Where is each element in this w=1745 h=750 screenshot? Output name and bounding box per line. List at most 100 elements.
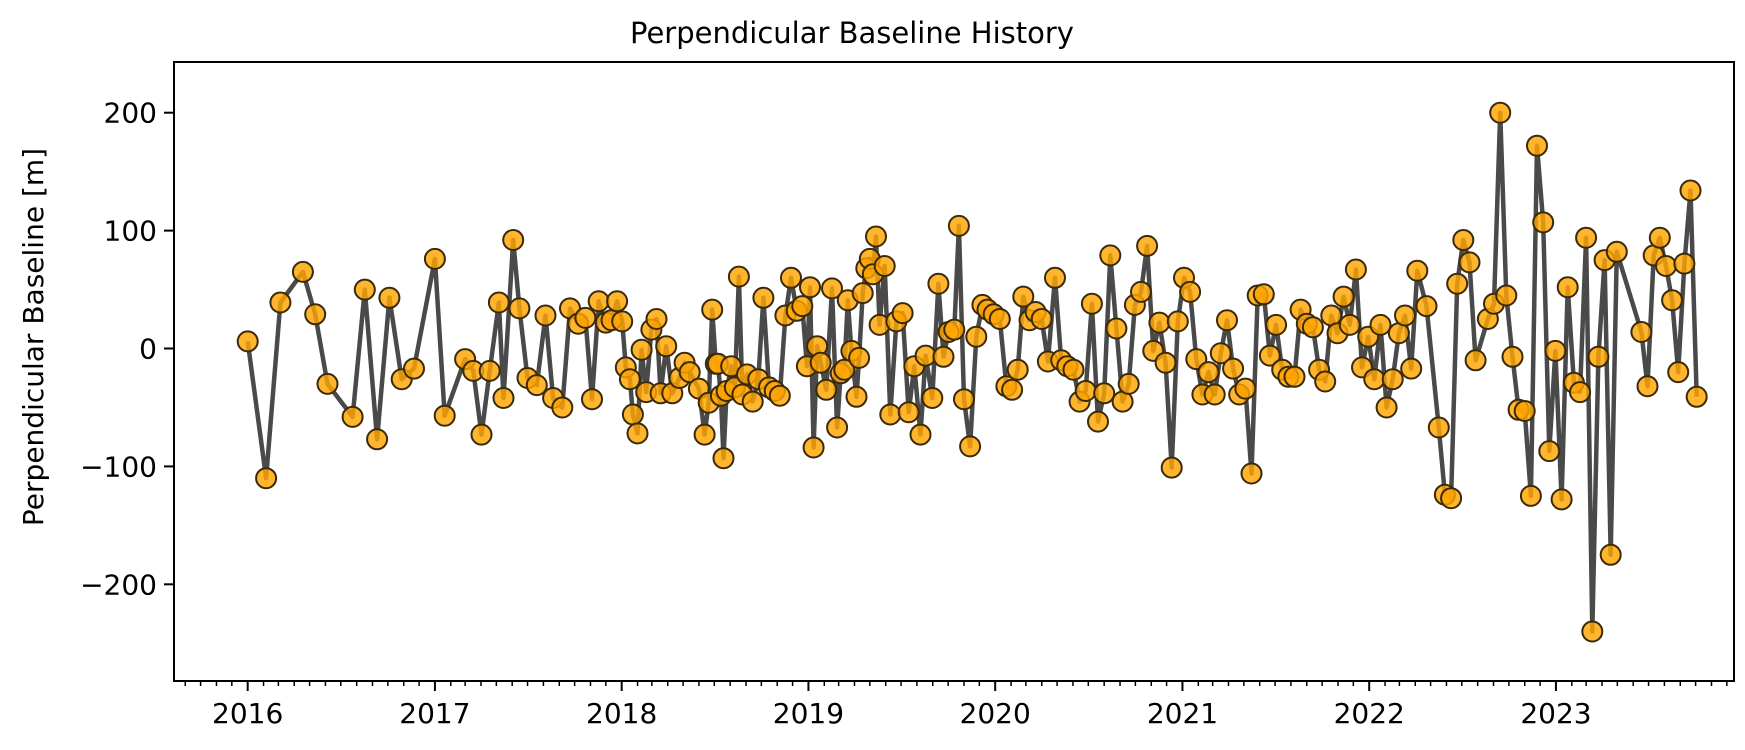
data-point xyxy=(1526,134,1548,157)
data-point xyxy=(525,374,548,397)
data-point xyxy=(780,266,802,289)
data-point xyxy=(1550,488,1573,511)
data-point xyxy=(574,306,597,329)
data-point xyxy=(581,388,603,411)
data-point xyxy=(236,330,259,353)
data-point xyxy=(1001,378,1024,401)
data-point xyxy=(1012,285,1035,308)
data-point xyxy=(1203,383,1226,406)
data-point xyxy=(1679,179,1702,202)
data-point xyxy=(851,282,874,305)
data-point xyxy=(316,372,339,395)
data-point xyxy=(1369,313,1392,336)
y-tick-label: −100 xyxy=(80,450,157,483)
data-point xyxy=(1605,240,1628,263)
data-point xyxy=(826,416,849,439)
data-point xyxy=(1667,361,1690,384)
data-point xyxy=(366,428,389,451)
data-point xyxy=(1440,487,1463,510)
data-point xyxy=(1074,380,1097,402)
data-point xyxy=(470,423,493,446)
x-tick-label: 2018 xyxy=(586,697,657,730)
data-point xyxy=(921,387,944,409)
data-point xyxy=(848,346,871,369)
data-point xyxy=(433,404,456,427)
data-point xyxy=(1544,339,1567,362)
data-point xyxy=(873,255,896,277)
data-point xyxy=(1258,344,1281,367)
data-point xyxy=(701,298,724,321)
x-axis: 2016 2017 2018 2019 2020 2021 2022 2023 xyxy=(184,681,1728,730)
data-point xyxy=(1599,543,1622,566)
data-point xyxy=(487,291,510,314)
data-point xyxy=(606,290,629,313)
data-point xyxy=(845,385,868,408)
data-point xyxy=(1344,258,1367,281)
data-point xyxy=(1197,361,1220,384)
data-point xyxy=(1673,252,1696,275)
data-point xyxy=(1338,313,1361,336)
data-point xyxy=(1044,266,1066,289)
data-point xyxy=(1105,317,1128,340)
data-point xyxy=(1030,308,1053,330)
data-point xyxy=(988,308,1011,330)
data-point xyxy=(403,357,425,380)
data-point xyxy=(909,423,932,446)
data-point xyxy=(304,303,327,326)
data-point xyxy=(879,403,902,426)
data-point xyxy=(741,390,764,413)
data-point xyxy=(1513,400,1536,422)
data-point xyxy=(932,345,955,368)
data-point xyxy=(645,308,668,330)
data-point xyxy=(626,422,649,445)
data-point xyxy=(1093,382,1116,405)
data-point xyxy=(1446,272,1469,295)
data-point xyxy=(534,304,557,327)
data-point xyxy=(1209,342,1232,365)
data-point xyxy=(727,265,750,288)
data-point xyxy=(791,295,814,318)
x-tick-label: 2020 xyxy=(960,697,1031,730)
data-point xyxy=(1489,101,1512,124)
data-point xyxy=(1581,620,1604,643)
y-axis-label: Perpendicular Baseline [m] xyxy=(17,148,50,526)
data-point xyxy=(1381,368,1404,391)
data-point xyxy=(1400,357,1423,380)
data-point xyxy=(587,290,610,313)
x-tick-label: 2019 xyxy=(773,697,844,730)
data-point xyxy=(1062,358,1085,381)
data-point xyxy=(269,291,292,314)
data-point xyxy=(655,335,678,358)
data-point xyxy=(947,214,970,237)
x-tick-label: 2021 xyxy=(1147,697,1218,730)
data-point xyxy=(1087,410,1109,433)
data-point xyxy=(1363,368,1386,391)
data-point xyxy=(1406,259,1429,282)
y-tick-label: 200 xyxy=(104,97,157,130)
data-point xyxy=(1252,283,1275,306)
data-point xyxy=(291,260,314,283)
data-point xyxy=(1099,244,1122,267)
data-point xyxy=(953,388,975,411)
data-point xyxy=(752,286,775,309)
data-point xyxy=(1532,211,1555,234)
data-point xyxy=(502,229,525,251)
data-point xyxy=(1538,440,1561,463)
data-point xyxy=(1519,484,1542,507)
data-point xyxy=(255,467,278,490)
data-point xyxy=(1415,295,1438,318)
y-axis: −200 −100 0 100 200 xyxy=(80,97,174,601)
data-point xyxy=(1136,234,1159,257)
data-point xyxy=(1655,255,1677,277)
data-point xyxy=(821,277,843,300)
data-point xyxy=(1375,396,1398,419)
x-tick-label: 2022 xyxy=(1334,697,1405,730)
chart-title: Perpendicular Baseline History xyxy=(630,16,1074,50)
data-point xyxy=(1636,375,1659,398)
data-point xyxy=(1240,462,1263,485)
data-point xyxy=(927,272,950,295)
data-point xyxy=(1495,284,1518,307)
data-point xyxy=(423,247,446,270)
data-point xyxy=(1283,365,1306,388)
